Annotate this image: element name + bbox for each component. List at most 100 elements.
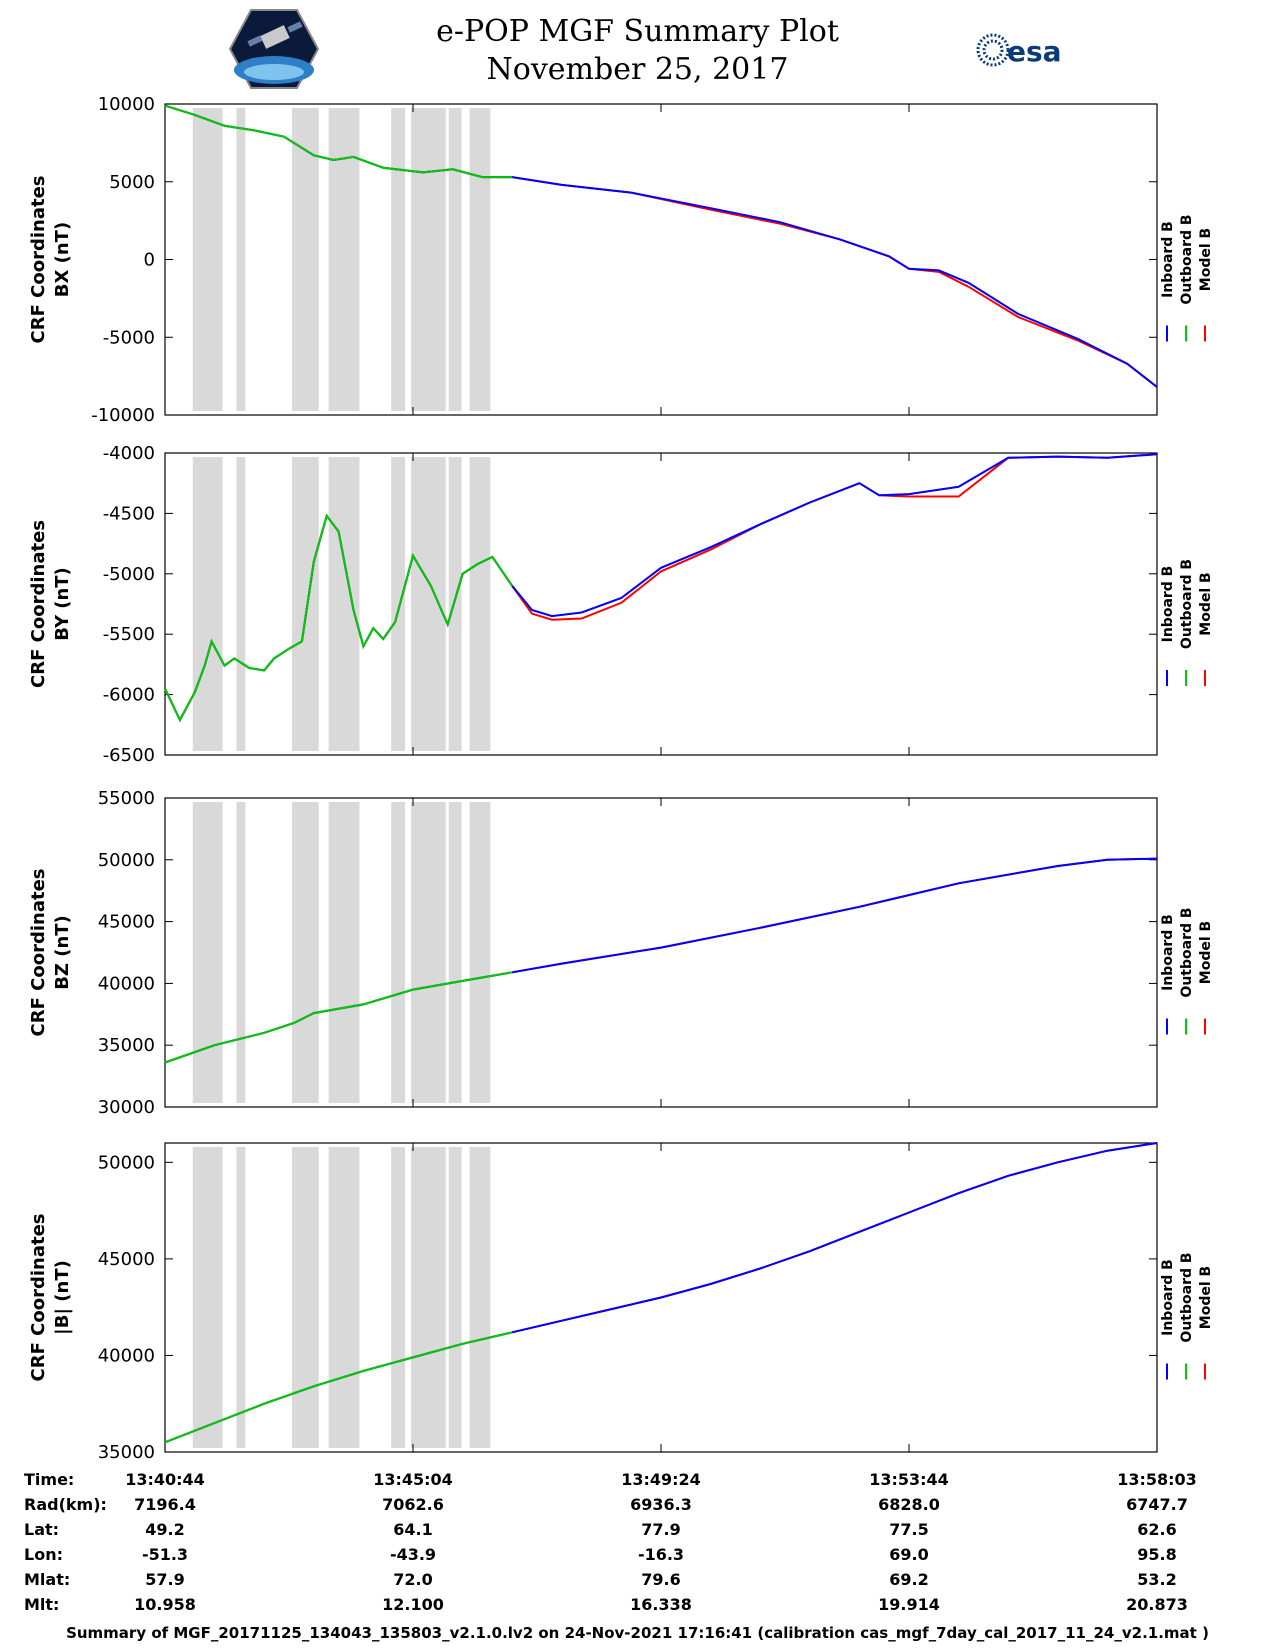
bz-gap-1 <box>236 802 246 1103</box>
bmag-legend-1: Outboard B <box>1179 1252 1195 1342</box>
table-cell-0-2: 49.2 <box>145 1520 184 1539</box>
bz-ylabel-line1: CRF Coordinates <box>28 869 49 1037</box>
by-outboard-line <box>164 513 514 723</box>
plot-title: e-POP MGF Summary Plot <box>436 14 839 49</box>
table-cell-0-3: -51.3 <box>142 1545 188 1564</box>
bx-ytick-label-2: 0 <box>144 250 155 271</box>
table-cell-1-1: 7062.6 <box>382 1495 444 1514</box>
bx-gap-7 <box>469 108 491 411</box>
bz-gap-4 <box>391 802 406 1103</box>
bz-ytick-label-2: 40000 <box>98 973 155 994</box>
bz-ytick-label-4: 50000 <box>98 850 155 871</box>
bx-legend-0: Inboard B <box>1160 221 1176 298</box>
by-gap-0 <box>192 457 223 751</box>
table-cell-4-0: 13:58:03 <box>1117 1470 1197 1489</box>
esa-logo-text: esa <box>1007 35 1062 68</box>
table-cell-2-2: 77.9 <box>641 1520 680 1539</box>
table-cell-2-1: 6936.3 <box>630 1495 692 1514</box>
by-gap-2 <box>291 457 319 751</box>
bx-ylabel-line1: CRF Coordinates <box>28 176 49 344</box>
table-row-label-0: Time: <box>24 1470 74 1489</box>
bz-gap-7 <box>469 802 491 1103</box>
bmag-ylabel-line1: CRF Coordinates <box>28 1214 49 1382</box>
table-row-label-1: Rad(km): <box>24 1495 107 1514</box>
table-cell-3-1: 6828.0 <box>878 1495 940 1514</box>
table-cell-1-2: 64.1 <box>393 1520 432 1539</box>
bmag-legend-0: Inboard B <box>1160 1259 1176 1336</box>
bmag-ytick-label-1: 40000 <box>98 1345 155 1366</box>
bx-outboard-line <box>164 104 513 179</box>
table-row-label-5: Mlt: <box>24 1595 59 1614</box>
by-ytick-label-1: -6000 <box>103 685 155 706</box>
bmag-gap-3 <box>328 1147 360 1448</box>
bmag-gap-1 <box>236 1147 246 1448</box>
table-cell-4-5: 20.873 <box>1126 1595 1188 1614</box>
bmag-gap-2 <box>291 1147 319 1448</box>
table-cell-3-4: 69.2 <box>889 1570 928 1589</box>
table-cell-3-3: 69.0 <box>889 1545 928 1564</box>
table-cell-2-5: 16.338 <box>630 1595 692 1614</box>
bx-ytick-label-0: -10000 <box>91 405 155 426</box>
table-cell-4-2: 62.6 <box>1137 1520 1176 1539</box>
by-ylabel-line2: BY (nT) <box>52 567 73 641</box>
table-cell-2-0: 13:49:24 <box>621 1470 701 1489</box>
bz-ytick-label-5: 55000 <box>98 788 155 809</box>
bx-legend-1: Outboard B <box>1179 214 1195 304</box>
bz-ylabel-line2: BZ (nT) <box>52 915 73 990</box>
table-cell-1-5: 12.100 <box>382 1595 444 1614</box>
bmag-ytick-label-0: 35000 <box>98 1442 155 1463</box>
by-gap-6 <box>448 457 462 751</box>
bx-gap-2 <box>291 108 319 411</box>
plot-date: November 25, 2017 <box>486 52 789 87</box>
by-ytick-label-4: -4500 <box>103 503 155 524</box>
by-gap-3 <box>328 457 360 751</box>
bmag-gap-4 <box>391 1147 406 1448</box>
bz-legend-1: Outboard B <box>1179 907 1195 997</box>
table-row-label-3: Lon: <box>24 1545 63 1564</box>
bmag-gap-0 <box>192 1147 223 1448</box>
bx-ytick-label-1: -5000 <box>103 327 155 348</box>
bx-gap-3 <box>328 108 360 411</box>
footer-caption: Summary of MGF_20171125_134043_135803_v2… <box>66 1624 1209 1642</box>
bmag-ytick-label-2: 45000 <box>98 1249 155 1270</box>
by-ytick-label-2: -5500 <box>103 624 155 645</box>
by-gap-5 <box>411 457 446 751</box>
by-legend-2: Model B <box>1198 572 1214 635</box>
bx-gap-0 <box>192 108 223 411</box>
bx-gap-1 <box>236 108 246 411</box>
by-legend-1: Outboard B <box>1179 559 1195 649</box>
table-cell-3-0: 13:53:44 <box>869 1470 949 1489</box>
table-cell-1-0: 13:45:04 <box>373 1470 453 1489</box>
bx-ylabel-line2: BX (nT) <box>52 222 73 297</box>
bx-legend-2: Model B <box>1198 228 1214 291</box>
table-cell-0-1: 7196.4 <box>134 1495 196 1514</box>
bx-ytick-label-3: 5000 <box>109 172 155 193</box>
by-ylabel-line1: CRF Coordinates <box>28 520 49 688</box>
bmag-legend-2: Model B <box>1198 1266 1214 1329</box>
table-cell-1-3: -43.9 <box>390 1545 436 1564</box>
bmag-outboard-line <box>164 1331 513 1444</box>
esa-logo: esa <box>975 30 1065 74</box>
bz-legend-2: Model B <box>1198 921 1214 984</box>
bmag-ytick-label-3: 50000 <box>98 1152 155 1173</box>
table-cell-0-5: 10.958 <box>134 1595 196 1614</box>
bz-ytick-label-0: 30000 <box>98 1097 155 1118</box>
table-cell-4-1: 6747.7 <box>1126 1495 1188 1514</box>
bx-gap-6 <box>448 108 462 411</box>
bmag-gap-5 <box>411 1147 446 1448</box>
by-ytick-label-5: -4000 <box>103 443 155 464</box>
by-legend-0: Inboard B <box>1160 566 1176 643</box>
table-row-label-4: Mlat: <box>24 1570 70 1589</box>
table-cell-2-3: -16.3 <box>638 1545 684 1564</box>
bz-ytick-label-1: 35000 <box>98 1035 155 1056</box>
table-cell-4-3: 95.8 <box>1137 1545 1176 1564</box>
bx-gap-5 <box>411 108 446 411</box>
table-cell-3-2: 77.5 <box>889 1520 928 1539</box>
table-cell-2-4: 79.6 <box>641 1570 680 1589</box>
table-row-label-2: Lat: <box>24 1520 59 1539</box>
bx-ytick-label-4: 10000 <box>98 94 155 115</box>
by-ytick-label-3: -5000 <box>103 564 155 585</box>
table-cell-1-4: 72.0 <box>393 1570 432 1589</box>
bz-gap-0 <box>192 802 223 1103</box>
